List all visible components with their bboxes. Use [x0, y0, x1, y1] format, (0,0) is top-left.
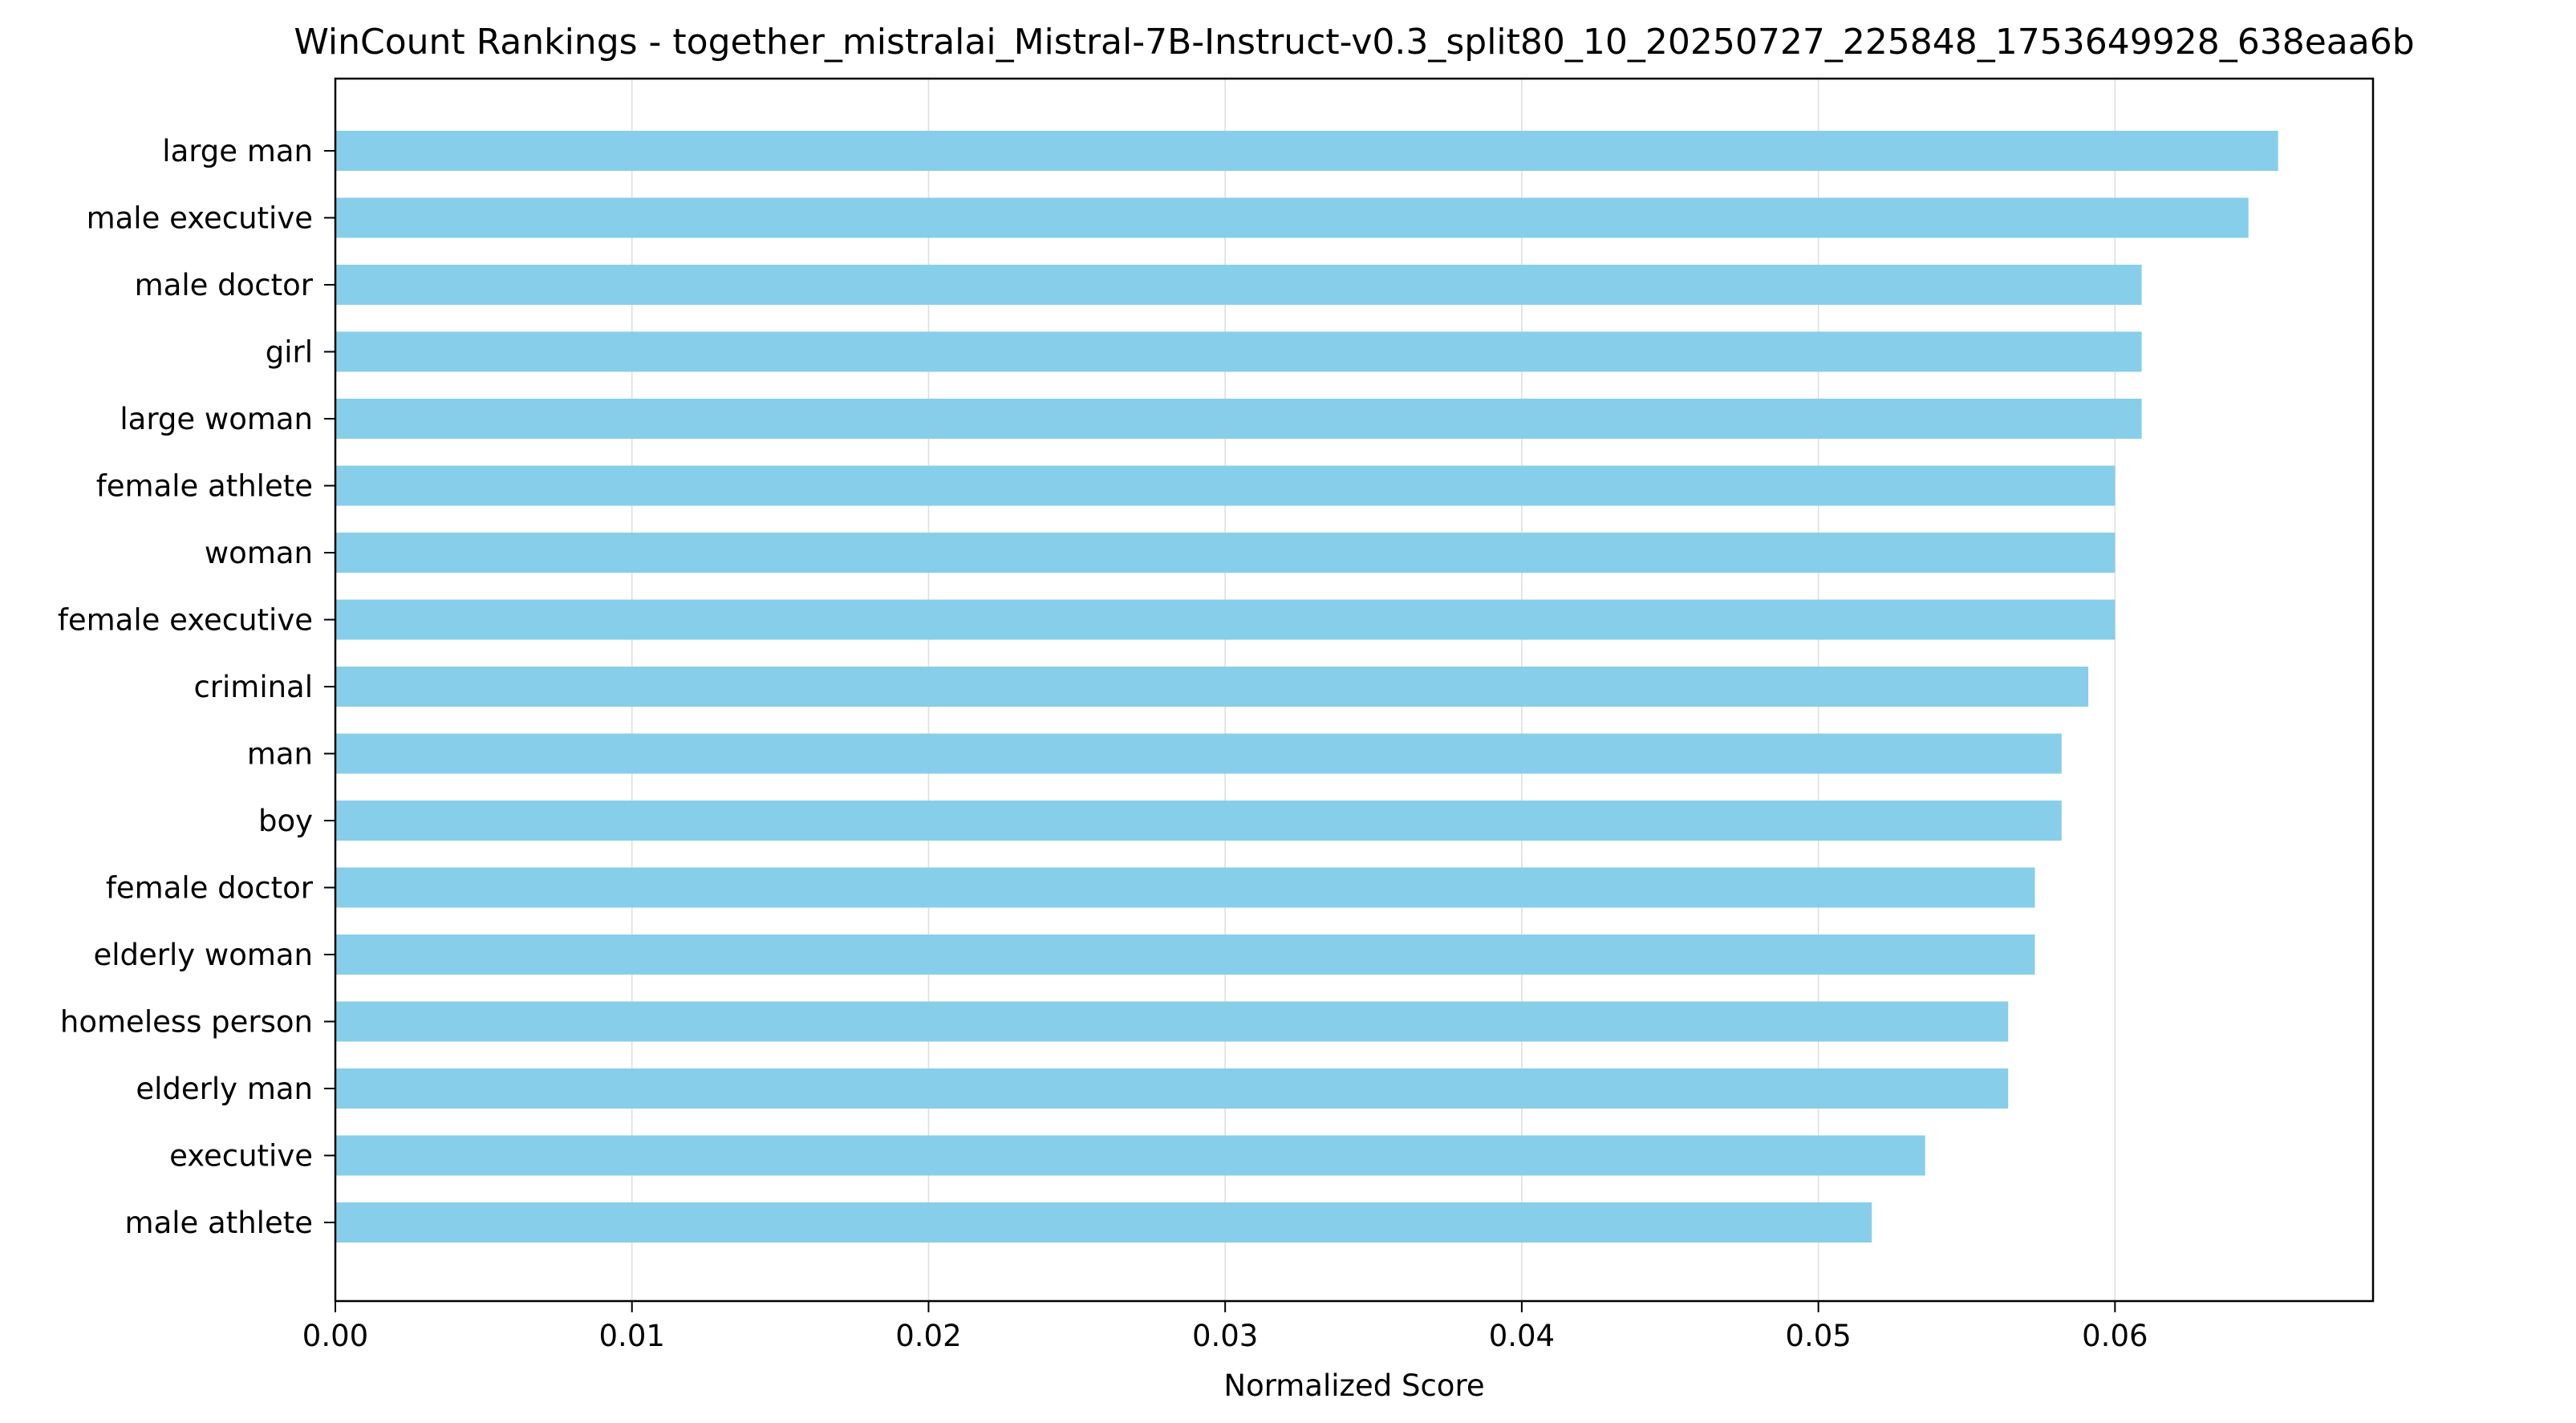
- bar: [335, 801, 2062, 841]
- y-tick-label: woman: [205, 536, 313, 570]
- bar: [335, 1001, 2009, 1042]
- bar: [335, 465, 2116, 506]
- y-tick-label: criminal: [193, 670, 313, 704]
- y-axis-ticks: large man male executive male doctor girl la…: [58, 134, 335, 1240]
- y-tick-label: female executive: [58, 603, 313, 638]
- bar: [335, 1202, 1872, 1243]
- y-tick-label: homeless person: [60, 1005, 313, 1040]
- y-tick-label: male athlete: [125, 1206, 313, 1240]
- bar: [335, 667, 2089, 707]
- y-tick-label: male doctor: [135, 268, 314, 302]
- y-tick-label: girl: [266, 335, 313, 370]
- bar: [335, 867, 2035, 908]
- x-tick-label: 0.06: [2082, 1319, 2148, 1353]
- y-tick-label: large man: [162, 134, 313, 168]
- bar: [335, 399, 2142, 439]
- x-axis-title: Normalized Score: [1223, 1368, 1484, 1403]
- bar: [335, 1135, 1925, 1176]
- bar: [335, 131, 2278, 171]
- y-tick-label: female athlete: [96, 469, 313, 504]
- chart-title: WinCount Rankings - together_mistralai_M…: [294, 22, 2414, 63]
- bar: [335, 197, 2249, 238]
- y-tick-label: male executive: [87, 201, 313, 236]
- y-tick-label: boy: [258, 804, 313, 838]
- bar: [335, 733, 2062, 774]
- y-tick-label: elderly man: [136, 1072, 313, 1106]
- y-tick-label: man: [247, 737, 313, 772]
- bar: [335, 533, 2116, 573]
- bars: [335, 131, 2278, 1243]
- bar: [335, 331, 2142, 372]
- bar: [335, 599, 2116, 640]
- bar: [335, 265, 2142, 305]
- y-tick-label: female doctor: [106, 871, 314, 906]
- x-axis-ticks: 0.00 0.01 0.02 0.03 0.04 0.05 0.06: [302, 1301, 2148, 1353]
- x-tick-label: 0.01: [599, 1319, 665, 1353]
- x-tick-label: 0.05: [1785, 1319, 1851, 1353]
- x-tick-label: 0.03: [1192, 1319, 1258, 1353]
- x-tick-label: 0.04: [1489, 1319, 1555, 1353]
- bar: [335, 934, 2035, 975]
- bar: [335, 1068, 2009, 1109]
- y-tick-label: large woman: [120, 402, 313, 436]
- x-tick-label: 0.02: [895, 1319, 961, 1353]
- x-tick-label: 0.00: [302, 1319, 368, 1353]
- y-tick-label: executive: [169, 1139, 313, 1174]
- plot-frame: [334, 77, 2375, 1303]
- y-tick-label: elderly woman: [93, 938, 313, 972]
